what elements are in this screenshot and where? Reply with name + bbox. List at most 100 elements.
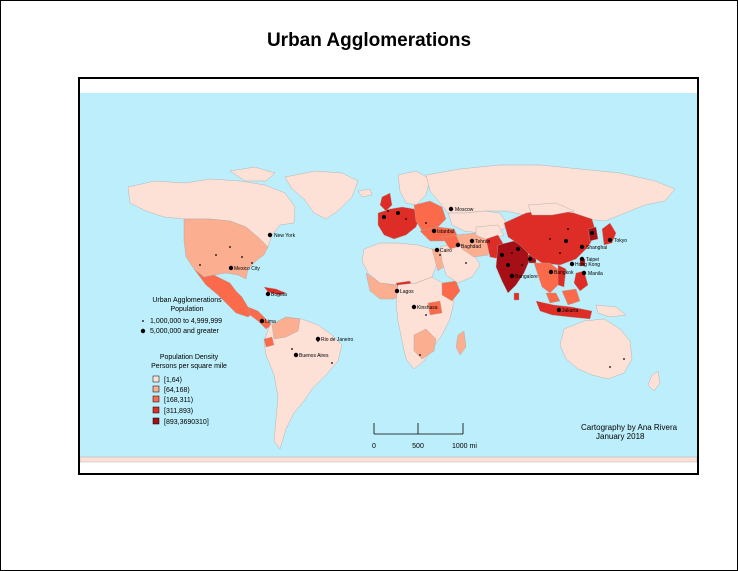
small-city-dot — [405, 218, 407, 220]
land-layer — [80, 164, 697, 463]
legend-population-subtitle: Population — [170, 306, 203, 313]
small-city-dot — [559, 252, 561, 254]
country-scandinavia — [397, 170, 431, 206]
city-dot-new-york — [267, 232, 273, 238]
city-dot-extra — [590, 231, 594, 235]
city-dot-hong-kong — [569, 261, 575, 267]
legend-swatch-3 — [152, 395, 160, 403]
country-caribbean — [263, 286, 287, 296]
city-dot-tehran — [469, 238, 475, 244]
city-dot-bangalore — [509, 273, 515, 279]
city-dot-cairo — [434, 247, 440, 253]
city-dot-baghdad — [455, 242, 461, 248]
city-dot-manila — [581, 270, 587, 276]
city-dot-extra — [528, 257, 532, 261]
city-dot-extra — [516, 247, 520, 251]
country-greenland — [284, 170, 359, 220]
country-madagascar — [455, 330, 467, 356]
city-label-kinshasa: Kinshasa — [417, 305, 438, 311]
country-mongolia — [527, 202, 575, 216]
city-dot-mexico-city — [228, 265, 234, 271]
city-dot-lima — [259, 318, 265, 324]
country-arctic-islands — [229, 166, 276, 182]
city-label-cairo: Cairo — [440, 248, 452, 254]
legend-density-class-3: [168,311) — [164, 397, 193, 404]
city-dot-bogota — [265, 291, 271, 297]
city-label-taipei: Taipei — [586, 257, 599, 263]
country-central-america — [247, 306, 273, 330]
city-dot-extra — [382, 215, 386, 219]
country-south-america — [263, 316, 343, 450]
city-dot-extra — [506, 263, 510, 267]
city-dot-lagos — [394, 288, 400, 294]
small-city-dot — [419, 354, 421, 356]
small-city-dot — [521, 264, 523, 266]
city-label-moscow: Moscow — [455, 207, 474, 213]
small-city-dot — [387, 210, 389, 212]
city-label-jakarta: Jakarta — [562, 308, 579, 314]
scale-label-0: 0 — [372, 443, 376, 450]
legend-population-title: Urban Agglomerations — [152, 297, 222, 304]
map-title: Urban Agglomerations — [266, 30, 472, 51]
legend-density-subtitle: Persons per square mile — [151, 363, 227, 370]
country-indonesia — [535, 300, 593, 320]
country-malaysia — [545, 292, 561, 304]
country-western-europe — [377, 206, 421, 240]
country-new-guinea — [595, 304, 627, 318]
city-dot-extra — [396, 211, 400, 215]
legend-swatch-1 — [152, 375, 160, 383]
legend-large-city-label: 5,000,000 and greater — [150, 328, 220, 335]
city-label-bogota: Bogota — [271, 292, 287, 298]
small-city-dot — [331, 362, 333, 364]
city-label-baghdad: Baghdad — [461, 244, 481, 250]
country-vietnam — [557, 264, 567, 288]
country-eastern-europe — [413, 200, 447, 232]
small-city-dot — [425, 222, 427, 224]
city-label-new-york: New York — [274, 233, 296, 239]
country-ethiopia — [441, 280, 461, 302]
city-dot-kinshasa — [411, 304, 417, 310]
city-label-mexico-city: Mexico City — [234, 266, 260, 272]
small-city-dot — [439, 254, 441, 256]
legend-swatch-2 — [152, 385, 160, 393]
country-iceland — [357, 188, 373, 198]
scale-bar — [373, 423, 464, 435]
legend-small-city-label: 1,000,000 to 4,999,999 — [150, 318, 222, 325]
legend-density-class-1: [1,64) — [164, 377, 182, 384]
city-dot-bangkok — [548, 269, 554, 275]
small-city-dot — [465, 262, 467, 264]
credit-line-2: January 2018 — [596, 432, 645, 441]
city-label-lagos: Lagos — [400, 289, 414, 295]
legend-density-class-2: [64,168) — [164, 387, 190, 394]
country-uk — [379, 192, 393, 212]
small-city-dot — [199, 264, 201, 266]
small-city-dot — [291, 348, 293, 350]
country-antarctica — [80, 456, 697, 463]
small-city-dot — [241, 256, 243, 258]
small-city-dot — [549, 238, 551, 240]
country-borneo — [561, 288, 581, 306]
city-dot-shanghai — [579, 244, 585, 250]
city-labels: Moscow New York Tokyo Shanghai Taipei Ho… — [234, 207, 627, 359]
country-japan — [601, 222, 617, 246]
city-label-istanbul: Istanbul — [437, 229, 455, 235]
city-dot-extra — [564, 239, 568, 243]
small-city-dot — [567, 228, 569, 230]
small-city-dot — [215, 254, 217, 256]
country-southeast-asia — [533, 262, 561, 294]
country-east-africa-dense — [427, 300, 443, 316]
city-label-manila: Manila — [588, 271, 603, 277]
city-dot-extra — [500, 253, 504, 257]
world-map: Moscow New York Tokyo Shanghai Taipei Ho… — [80, 93, 697, 463]
small-city-dot — [609, 366, 611, 368]
city-label-tehran: Tehran — [475, 239, 491, 245]
legend-density-class-4: [311,893) — [164, 408, 193, 415]
city-label-bangkok: Bangkok — [554, 270, 574, 276]
small-city-dot — [511, 252, 513, 254]
city-dot-buenos-aires — [293, 352, 299, 358]
city-dot-moscow — [448, 206, 454, 212]
country-ecuador — [263, 336, 275, 348]
small-city-dot — [623, 358, 625, 360]
country-colombia — [271, 316, 301, 340]
country-southern-africa — [413, 328, 437, 360]
